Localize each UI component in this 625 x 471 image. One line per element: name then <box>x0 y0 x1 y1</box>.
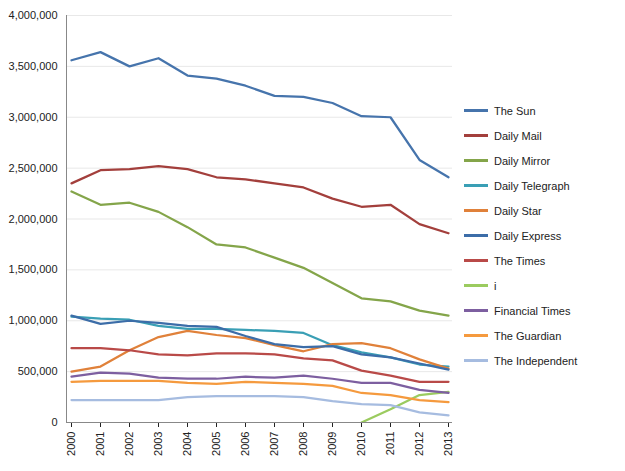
svg-text:2006: 2006 <box>239 432 251 456</box>
svg-text:2010: 2010 <box>355 432 367 456</box>
svg-text:1,500,000: 1,500,000 <box>9 263 58 275</box>
svg-text:2012: 2012 <box>413 432 425 456</box>
html-text:The Independent: The Independent <box>494 354 578 367</box>
html-text:The Guardian: The Guardian <box>494 329 562 342</box>
svg-text:1,000,000: 1,000,000 <box>9 314 58 326</box>
svg-text:2,500,000: 2,500,000 <box>9 162 58 174</box>
html-text:Daily Mail: Daily Mail <box>494 129 542 142</box>
svg-text:2005: 2005 <box>210 432 222 456</box>
svg-text:2000: 2000 <box>65 432 77 456</box>
svg-text:2003: 2003 <box>152 432 164 456</box>
html-text:Daily Mirror: Daily Mirror <box>494 154 551 167</box>
html-text:The Sun: The Sun <box>494 104 536 117</box>
html-text:Daily Express: Daily Express <box>494 229 562 242</box>
svg-text:2008: 2008 <box>297 432 309 456</box>
html-text:Financial Times: Financial Times <box>494 304 571 317</box>
svg-text:3,000,000: 3,000,000 <box>9 111 58 123</box>
svg-text:3,500,000: 3,500,000 <box>9 60 58 72</box>
svg-text:2009: 2009 <box>326 432 338 456</box>
svg-text:0: 0 <box>51 416 57 428</box>
svg-text:4,000,000: 4,000,000 <box>9 9 58 21</box>
svg-text:2002: 2002 <box>123 432 135 456</box>
html-text:i: i <box>494 279 497 292</box>
svg-text:500,000: 500,000 <box>18 365 58 377</box>
svg-text:2013: 2013 <box>442 432 454 456</box>
svg-text:2011: 2011 <box>384 432 396 456</box>
svg-text:2004: 2004 <box>181 432 193 456</box>
html-text:Daily Star: Daily Star <box>494 204 542 217</box>
svg-text:2,000,000: 2,000,000 <box>9 213 58 225</box>
html-text:Daily Telegraph: Daily Telegraph <box>494 179 570 192</box>
svg-text:2007: 2007 <box>268 432 280 456</box>
svg-text:2001: 2001 <box>94 432 106 456</box>
html-text:The Times: The Times <box>494 254 546 267</box>
